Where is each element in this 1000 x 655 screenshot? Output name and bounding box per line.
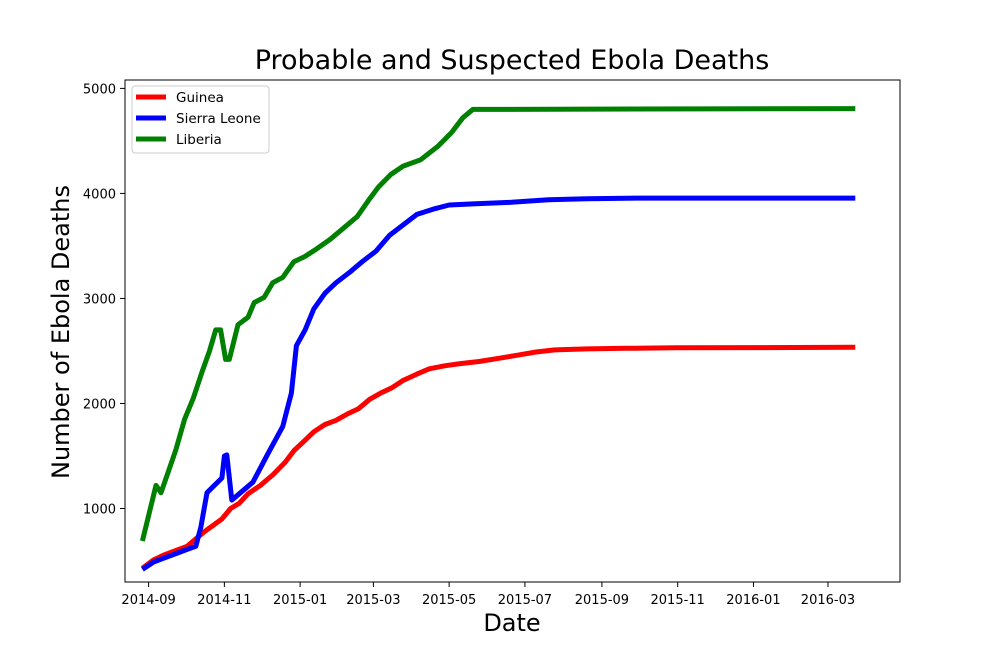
y-tick-label: 2000 xyxy=(83,397,116,412)
legend-label-liberia: Liberia xyxy=(176,132,222,148)
series-line-guinea xyxy=(140,344,856,571)
x-tick-label: 2016-01 xyxy=(726,593,780,608)
x-tick-label: 2015-11 xyxy=(651,593,705,608)
series-layer xyxy=(139,106,856,572)
y-tick-label: 5000 xyxy=(83,82,116,97)
x-tick-label: 2014-09 xyxy=(121,593,175,608)
x-tick-label: 2015-01 xyxy=(273,593,327,608)
chart-title: Probable and Suspected Ebola Deaths xyxy=(255,45,770,76)
x-tick-label: 2015-03 xyxy=(346,593,400,608)
y-tick-label: 4000 xyxy=(83,187,116,202)
x-axis-label: Date xyxy=(483,609,540,637)
legend-label-guinea: Guinea xyxy=(176,90,224,106)
y-tick-label: 1000 xyxy=(83,502,116,517)
y-axis-label: Number of Ebola Deaths xyxy=(47,185,75,479)
series-line-liberia xyxy=(139,106,856,542)
x-tick-label: 2015-09 xyxy=(575,593,629,608)
axes-layer: 2014-09 2014-11 2015-01 2015-03 2015-05 2015-… xyxy=(83,79,901,608)
legend-box xyxy=(131,85,270,154)
x-tick-label: 2015-07 xyxy=(498,593,552,608)
legend: Guinea Sierra Leone Liberia xyxy=(131,85,270,154)
plot-frame xyxy=(124,79,901,583)
x-tick-label: 2016-03 xyxy=(801,593,855,608)
series-line-sierra-leone xyxy=(141,195,856,572)
x-tick-label: 2014-11 xyxy=(197,593,251,608)
x-tick-label: 2015-05 xyxy=(422,593,476,608)
y-tick-label: 3000 xyxy=(83,292,116,307)
legend-label-sierra-leone: Sierra Leone xyxy=(176,111,261,127)
